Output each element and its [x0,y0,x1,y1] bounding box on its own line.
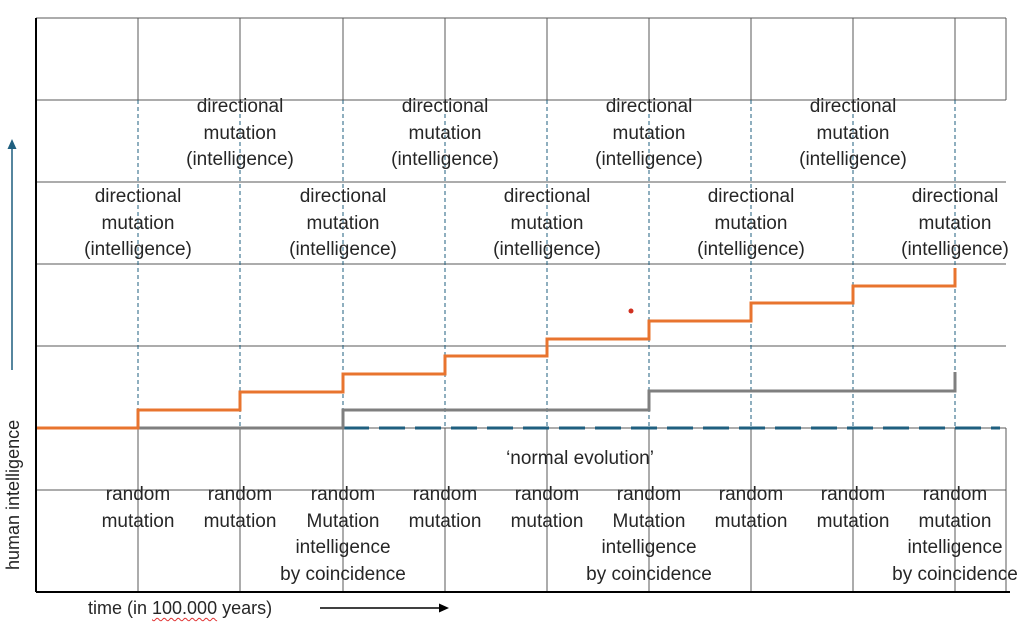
directional-mutation-label-line: mutation [101,212,175,234]
y-arrow-head [7,139,17,149]
directional-mutation-label: directional mutation (intelligence) [595,94,703,174]
evolution-lines [36,268,1000,430]
random-mutation-label: random mutation intelligence by coincidence [892,482,1018,588]
directional-mutation-label-line: directional [299,186,387,207]
directional-mutation-label: directional mutation (intelligence) [697,184,805,264]
directional-mutation-label: directional mutation (intelligence) [289,184,397,264]
directional-mutation-label-line: mutation [612,122,686,144]
directional-mutation-label-line: directional [911,186,999,207]
x-axis-label-value: 100.000 [152,598,218,618]
random-mutation-label-line: random [616,484,682,505]
random-mutation-label-line: mutation [714,510,788,532]
random-mutation-label-line: random [105,484,171,505]
directional-mutation-label: directional mutation (intelligence) [84,184,192,264]
random-mutation-label-line: by coincidence [586,563,712,585]
directional-mutation-label: directional mutation (intelligence) [799,94,907,174]
random-mutation-label-line: Mutation [612,510,686,532]
directional-mutation-label-line: (intelligence) [84,239,192,260]
directional-mutation-label-line: mutation [714,212,788,234]
random-mutation-label-line: Mutation [306,510,380,532]
random-mutation-label-line: intelligence [295,537,391,558]
directional-mutation-label-line: (intelligence) [186,149,294,170]
directional-mutation-label-line: (intelligence) [289,239,397,260]
random-mutation-label: random mutation [409,482,482,535]
directional-mutation-label-line: (intelligence) [697,239,805,260]
x-axis-label-suffix: years) [217,598,273,618]
directional-mutation-label: directional mutation (intelligence) [391,94,499,174]
directional-mutation-label-line: mutation [408,122,482,144]
random-mutation-label-line: random [310,484,376,505]
random-mutation-label-line: intelligence [907,537,1003,558]
directional-mutation-label-line: directional [94,186,182,207]
random-mutation-label-line: by coincidence [280,563,406,585]
random-mutation-label: random mutation [204,482,277,535]
directional-mutation-label-line: (intelligence) [493,239,601,260]
directional-mutation-line [36,268,957,430]
directional-mutation-label-line: directional [809,96,897,117]
random-mutation-label: random Mutation intelligence by coincidence [586,482,712,588]
directional-mutation-label-line: directional [503,186,591,207]
directional-mutation-label: directional mutation (intelligence) [493,184,601,264]
random-mutation-label-line: random [718,484,784,505]
random-mutation-label-line: mutation [101,510,175,532]
random-mutation-label: random mutation [102,482,175,535]
directional-mutation-label-line: mutation [816,122,890,144]
random-mutation-label-line: random [514,484,580,505]
x-axis-label-prefix: time (in [88,598,153,618]
x-arrow-head [439,603,449,613]
marker-dot [628,308,634,314]
directional-mutation-label-line: directional [707,186,795,207]
directional-mutation-label-line: (intelligence) [799,149,907,170]
directional-mutation-label-line: directional [605,96,693,117]
y-axis-label-text: human intelligence [3,419,23,570]
random-mutation-label-line: mutation [918,510,992,532]
random-mutation-label: random mutation [817,482,890,535]
directional-mutation-label-line: directional [401,96,489,117]
directional-mutation-label-line: mutation [203,122,277,144]
random-mutation-label-line: by coincidence [892,563,1018,585]
random-mutation-label-line: intelligence [601,537,697,558]
y-axis-label: human intelligence [2,380,24,570]
directional-mutation-label-line: mutation [510,212,584,234]
random-mutation-label-line: random [922,484,988,505]
directional-mutation-label-line: mutation [306,212,380,234]
random-mutation-label-line: mutation [203,510,277,532]
directional-mutation-label-line: mutation [918,212,992,234]
random-mutation-label: random Mutation intelligence by coincidence [280,482,406,588]
random-mutation-label: random mutation [715,482,788,535]
random-mutation-label-line: mutation [816,510,890,532]
directional-mutation-label-line: (intelligence) [901,239,1009,260]
directional-mutation-label: directional mutation (intelligence) [901,184,1009,264]
random-mutation-label: random mutation [511,482,584,535]
normal-evolution-label: ‘normal evolution’ [506,448,654,469]
random-mutation-label-line: random [820,484,886,505]
random-mutation-label-line: random [412,484,478,505]
random-mutation-label-line: mutation [510,510,584,532]
random-mutation-label-line: mutation [408,510,482,532]
axes [7,18,1010,613]
random-mutation-line [138,372,957,430]
random-mutation-label-line: random [207,484,273,505]
directional-mutation-label-line: directional [196,96,284,117]
directional-mutation-label-line: (intelligence) [595,149,703,170]
x-axis-label: time (in 100.000 years) [88,597,272,619]
directional-mutation-label-line: (intelligence) [391,149,499,170]
directional-mutation-label: directional mutation (intelligence) [186,94,294,174]
